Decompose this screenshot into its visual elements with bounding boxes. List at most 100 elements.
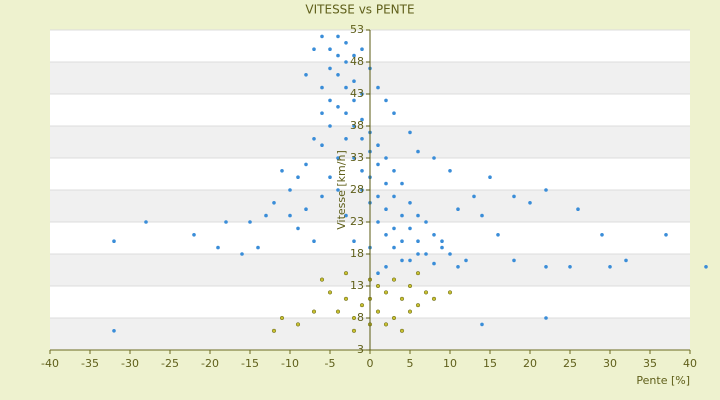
scatter-point — [344, 111, 348, 115]
scatter-point — [448, 252, 452, 256]
y-tick-label: 13 — [350, 279, 364, 292]
y-tick-label: 3 — [357, 343, 364, 356]
x-tick-label: -40 — [41, 357, 59, 370]
x-tick-label: 5 — [407, 357, 414, 370]
scatter-point — [400, 213, 404, 218]
scatter-point — [344, 213, 348, 218]
scatter-point — [400, 239, 404, 243]
scatter-point — [344, 85, 348, 90]
scatter-point — [336, 53, 340, 58]
scatter-point — [400, 258, 404, 263]
scatter-point — [352, 53, 356, 58]
x-tick-label: 20 — [523, 357, 537, 370]
scatter-point — [312, 239, 316, 243]
scatter-point — [328, 98, 332, 103]
x-tick-label: -20 — [201, 357, 219, 370]
scatter-point — [376, 85, 380, 90]
scatter-point — [512, 194, 516, 199]
y-tick-label: 38 — [350, 119, 364, 132]
scatter-point — [336, 73, 340, 77]
scatter-point — [304, 207, 308, 211]
scatter-point — [224, 220, 228, 224]
scatter-point — [360, 188, 364, 192]
scatter-point — [352, 124, 356, 128]
scatter-point — [320, 143, 324, 147]
scatter-point — [344, 41, 348, 45]
scatter-point — [432, 233, 436, 237]
scatter-point — [280, 169, 284, 173]
scatter-point — [319, 277, 325, 282]
scatter-point — [271, 328, 277, 333]
scatter-point — [407, 309, 413, 314]
scatter-point — [415, 271, 421, 276]
scatter-point — [376, 194, 380, 199]
scatter-point — [383, 322, 389, 327]
scatter-point — [344, 137, 348, 141]
scatter-point — [496, 233, 500, 237]
scatter-point — [384, 207, 388, 211]
scatter-point — [408, 130, 412, 135]
scatter-point — [320, 111, 324, 115]
scatter-point — [144, 220, 148, 224]
x-tick-label: -5 — [325, 357, 336, 370]
y-tick-label: 53 — [350, 23, 364, 36]
chart-title: VITESSE vs PENTE — [305, 3, 414, 17]
y-tick-label: 43 — [350, 87, 364, 100]
scatter-point — [112, 329, 116, 333]
x-axis-label: Pente [%] — [636, 374, 690, 387]
scatter-point — [336, 34, 340, 39]
scatter-point — [304, 162, 308, 167]
scatter-point — [312, 47, 316, 51]
scatter-point — [424, 220, 428, 224]
scatter-point — [360, 137, 364, 141]
scatter-point — [360, 169, 364, 173]
scatter-point — [375, 309, 381, 314]
scatter-point — [360, 117, 364, 122]
scatter-point — [328, 47, 332, 51]
scatter-point — [352, 79, 356, 83]
scatter-point — [304, 73, 308, 77]
scatter-point — [376, 271, 380, 276]
scatter-point — [351, 315, 357, 321]
scatter-point — [248, 220, 252, 224]
scatter-point — [431, 296, 437, 301]
scatter-point — [480, 213, 484, 218]
scatter-point — [408, 258, 412, 263]
scatter-point — [288, 213, 292, 218]
scatter-point — [392, 226, 396, 231]
x-tick-label: -35 — [81, 357, 99, 370]
scatter-point — [352, 98, 356, 103]
scatter-point — [408, 226, 412, 231]
y-tick-label: 33 — [350, 151, 364, 164]
scatter-point — [392, 194, 396, 199]
scatter-point — [279, 315, 285, 321]
scatter-point — [392, 111, 396, 115]
y-tick-label: 8 — [357, 311, 364, 324]
scatter-point — [328, 124, 332, 128]
scatter-point — [336, 105, 340, 109]
scatter-point — [376, 220, 380, 224]
scatter-point — [391, 315, 397, 321]
x-tick-label: 10 — [443, 357, 457, 370]
scatter-point — [296, 226, 300, 231]
scatter-point — [416, 252, 420, 256]
scatter-point — [352, 156, 356, 160]
scatter-point — [600, 233, 604, 237]
scatter-point — [544, 265, 548, 269]
scatter-point — [335, 309, 341, 314]
scatter-point — [311, 309, 317, 314]
scatter-point — [576, 207, 580, 211]
x-tick-label: 0 — [367, 357, 374, 370]
scatter-point — [432, 261, 436, 266]
x-tick-label: 40 — [683, 357, 697, 370]
scatter-point — [343, 271, 349, 276]
scatter-point — [240, 252, 244, 256]
scatter-point — [375, 283, 381, 289]
scatter-point — [568, 265, 572, 269]
x-tick-label: -30 — [121, 357, 139, 370]
scatter-point — [447, 290, 453, 295]
scatter-point — [391, 277, 397, 282]
scatter-point — [488, 175, 492, 179]
scatter-point — [544, 316, 548, 320]
scatter-point — [328, 66, 332, 71]
